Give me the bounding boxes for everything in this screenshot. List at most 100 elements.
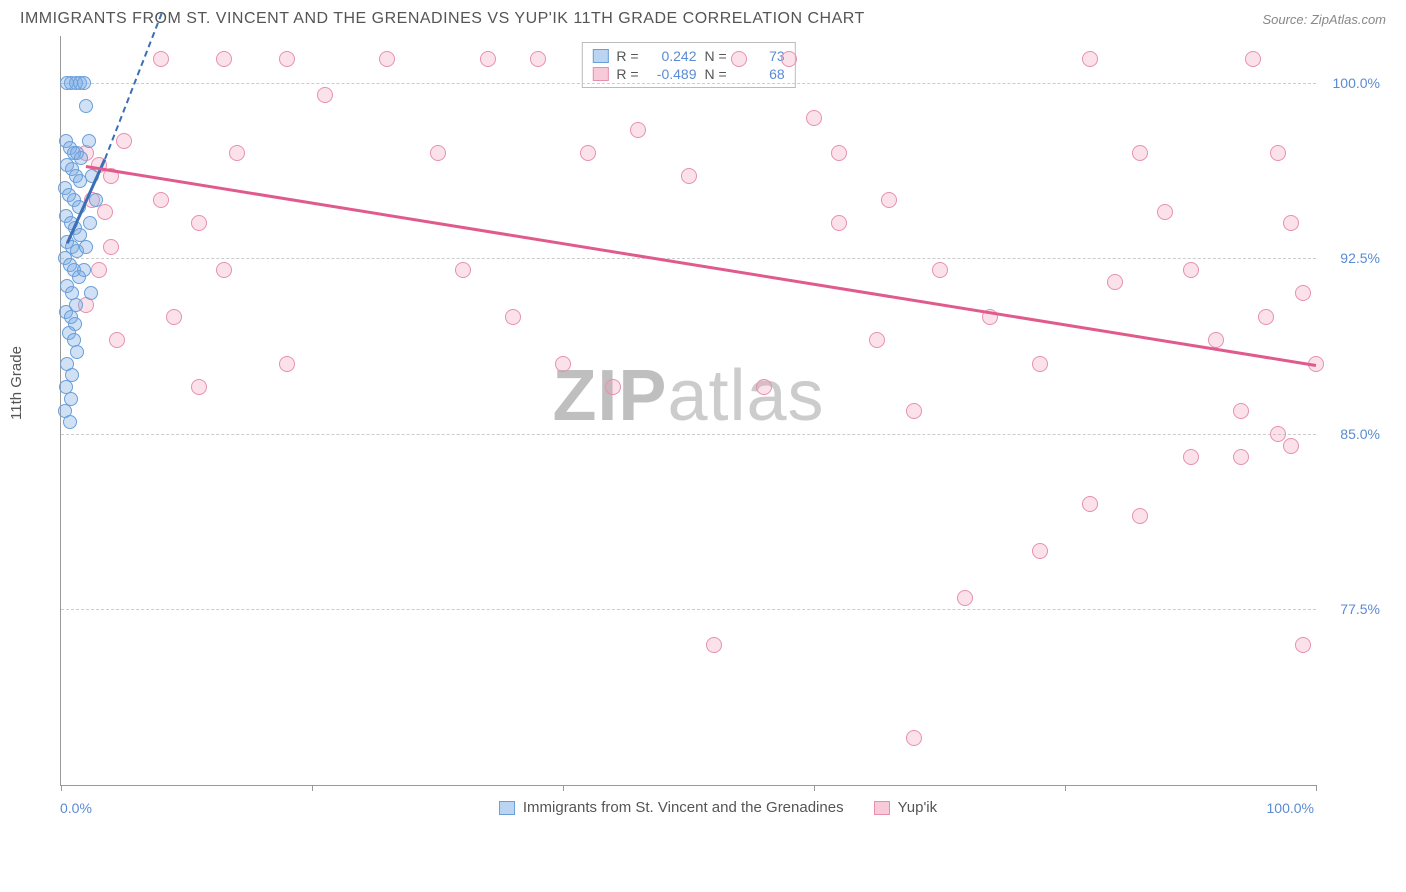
x-axis-max-label: 100.0% <box>1267 800 1314 816</box>
data-point <box>781 51 797 67</box>
watermark-text: ZIPatlas <box>552 355 824 437</box>
data-point <box>1233 403 1249 419</box>
trend-line <box>86 165 1316 366</box>
data-point <box>555 356 571 372</box>
data-point <box>831 215 847 231</box>
x-tick <box>1316 785 1317 791</box>
data-point <box>191 379 207 395</box>
data-point <box>1233 449 1249 465</box>
data-point <box>580 145 596 161</box>
data-point <box>505 309 521 325</box>
y-tick-label: 77.5% <box>1340 601 1380 617</box>
data-point <box>1270 426 1286 442</box>
data-point <box>906 403 922 419</box>
gridline <box>61 434 1316 435</box>
data-point <box>831 145 847 161</box>
data-point <box>1157 204 1173 220</box>
data-point <box>91 262 107 278</box>
data-point <box>957 590 973 606</box>
x-axis-min-label: 0.0% <box>60 800 92 816</box>
blue-swatch-icon <box>592 49 608 63</box>
data-point <box>279 51 295 67</box>
data-point <box>1245 51 1261 67</box>
data-point <box>79 240 93 254</box>
data-point <box>1183 262 1199 278</box>
data-point <box>731 51 747 67</box>
data-point <box>153 192 169 208</box>
data-point <box>216 262 232 278</box>
data-point <box>1032 543 1048 559</box>
data-point <box>630 122 646 138</box>
data-point <box>1258 309 1274 325</box>
x-tick <box>1065 785 1066 791</box>
data-point <box>1132 508 1148 524</box>
data-point <box>153 51 169 67</box>
legend-item-pink: Yup'ik <box>874 799 938 816</box>
x-tick <box>814 785 815 791</box>
data-point <box>1283 215 1299 231</box>
legend-row-pink: R = -0.489 N = 68 <box>592 65 784 83</box>
x-tick <box>312 785 313 791</box>
data-point <box>82 134 96 148</box>
data-point <box>1082 51 1098 67</box>
data-point <box>1283 438 1299 454</box>
data-point <box>681 168 697 184</box>
y-tick-label: 100.0% <box>1333 75 1380 91</box>
data-point <box>756 379 772 395</box>
data-point <box>229 145 245 161</box>
data-point <box>1107 274 1123 290</box>
data-point <box>430 145 446 161</box>
data-point <box>932 262 948 278</box>
pink-swatch-icon <box>874 801 890 815</box>
data-point <box>455 262 471 278</box>
data-point <box>1032 356 1048 372</box>
data-point <box>70 345 84 359</box>
correlation-legend: R = 0.242 N = 73 R = -0.489 N = 68 <box>581 42 795 88</box>
data-point <box>216 51 232 67</box>
gridline <box>61 258 1316 259</box>
y-tick-label: 85.0% <box>1340 426 1380 442</box>
y-axis-label: 11th Grade <box>8 346 25 420</box>
y-tick-label: 92.5% <box>1340 250 1380 266</box>
chart-title: IMMIGRANTS FROM ST. VINCENT AND THE GREN… <box>20 10 865 28</box>
data-point <box>480 51 496 67</box>
data-point <box>77 76 91 90</box>
data-point <box>279 356 295 372</box>
data-point <box>166 309 182 325</box>
series-legend: 0.0% Immigrants from St. Vincent and the… <box>50 799 1386 816</box>
data-point <box>109 332 125 348</box>
data-point <box>1295 637 1311 653</box>
data-point <box>63 415 77 429</box>
data-point <box>191 215 207 231</box>
data-point <box>379 51 395 67</box>
data-point <box>806 110 822 126</box>
source-attribution: Source: ZipAtlas.com <box>1262 12 1386 27</box>
data-point <box>317 87 333 103</box>
pink-swatch-icon <box>592 67 608 81</box>
data-point <box>706 637 722 653</box>
gridline <box>61 609 1316 610</box>
x-tick <box>563 785 564 791</box>
legend-item-blue: Immigrants from St. Vincent and the Gren… <box>499 799 844 816</box>
legend-row-blue: R = 0.242 N = 73 <box>592 47 784 65</box>
data-point <box>1183 449 1199 465</box>
data-point <box>116 133 132 149</box>
data-point <box>79 99 93 113</box>
data-point <box>869 332 885 348</box>
data-point <box>881 192 897 208</box>
gridline <box>61 83 1316 84</box>
trend-line <box>104 13 162 159</box>
scatter-plot-area: ZIPatlas R = 0.242 N = 73 R = -0.489 N =… <box>60 36 1316 786</box>
data-point <box>1132 145 1148 161</box>
data-point <box>1270 145 1286 161</box>
data-point <box>530 51 546 67</box>
data-point <box>77 263 91 277</box>
data-point <box>1295 285 1311 301</box>
data-point <box>906 730 922 746</box>
data-point <box>83 216 97 230</box>
data-point <box>103 239 119 255</box>
data-point <box>84 286 98 300</box>
blue-swatch-icon <box>499 801 515 815</box>
data-point <box>1082 496 1098 512</box>
data-point <box>89 193 103 207</box>
